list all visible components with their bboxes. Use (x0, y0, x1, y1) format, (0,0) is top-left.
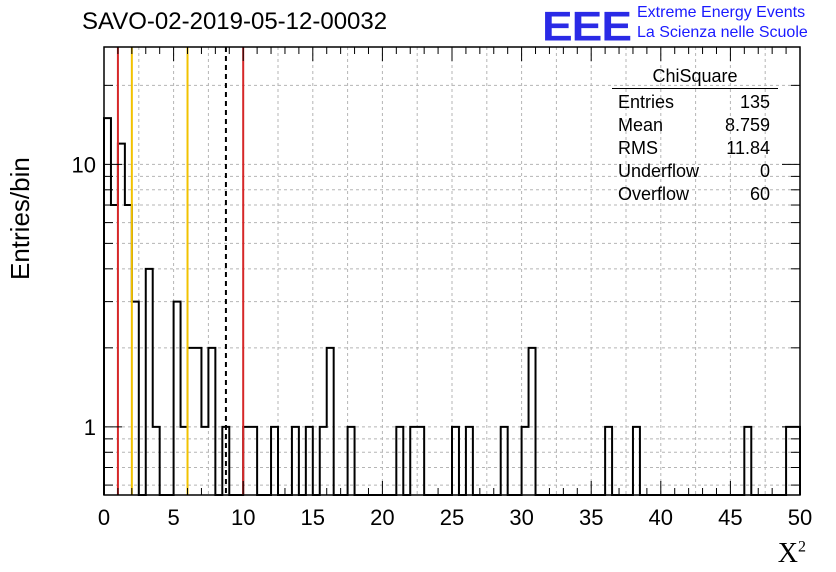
stats-row: Overflow 60 (612, 183, 778, 206)
stats-value: 60 (749, 184, 770, 204)
y-tick-label: 10 (72, 152, 96, 177)
x-tick-label: 25 (440, 505, 464, 530)
stats-value: 11.84 (726, 138, 770, 158)
x-tick-label: 5 (167, 505, 179, 530)
logo-line-2: La Scienza nelle Scuole (637, 24, 808, 41)
stats-value: 8.759 (724, 115, 770, 135)
x-tick-label: 50 (788, 505, 812, 530)
x-tick-label: 0 (98, 505, 110, 530)
x-tick-label: 45 (718, 505, 742, 530)
eee-logo: EEE (542, 2, 632, 50)
y-tick-label: 1 (84, 415, 96, 440)
x-tick-label: 15 (301, 505, 325, 530)
stats-box: ChiSquare Entries 135 Mean 8.759 RMS 11.84 … (612, 66, 778, 206)
x-tick-label: 30 (509, 505, 533, 530)
stats-label: Underflow (618, 161, 700, 181)
logo-caption: Extreme Energy Events La Scienza nelle S… (637, 3, 808, 43)
stats-value: 0 (759, 161, 770, 181)
stats-row: Underflow 0 (612, 160, 778, 183)
x-tick-label: 35 (579, 505, 603, 530)
x-tick-label: 10 (231, 505, 255, 530)
stats-label: RMS (618, 138, 658, 158)
stats-label: Mean (618, 115, 664, 135)
stats-label: Overflow (618, 184, 690, 204)
stats-row: Entries 135 (612, 91, 778, 114)
stats-value: 135 (739, 92, 770, 112)
stats-title: ChiSquare (612, 66, 778, 89)
run-title: SAVO-02-2019-05-12-00032 (82, 8, 388, 35)
stats-row: RMS 11.84 (612, 137, 778, 160)
logo-line-1: Extreme Energy Events (637, 4, 806, 21)
stats-label: Entries (618, 92, 675, 112)
x-axis-label-superscript: 2 (798, 538, 806, 556)
y-axis-label: Entries/bin (5, 157, 35, 280)
x-tick-label: 20 (370, 505, 394, 530)
x-axis-label: X2 (778, 538, 806, 570)
x-tick-label: 40 (649, 505, 673, 530)
stats-row: Mean 8.759 (612, 114, 778, 137)
x-axis-label-base: X (777, 538, 798, 569)
